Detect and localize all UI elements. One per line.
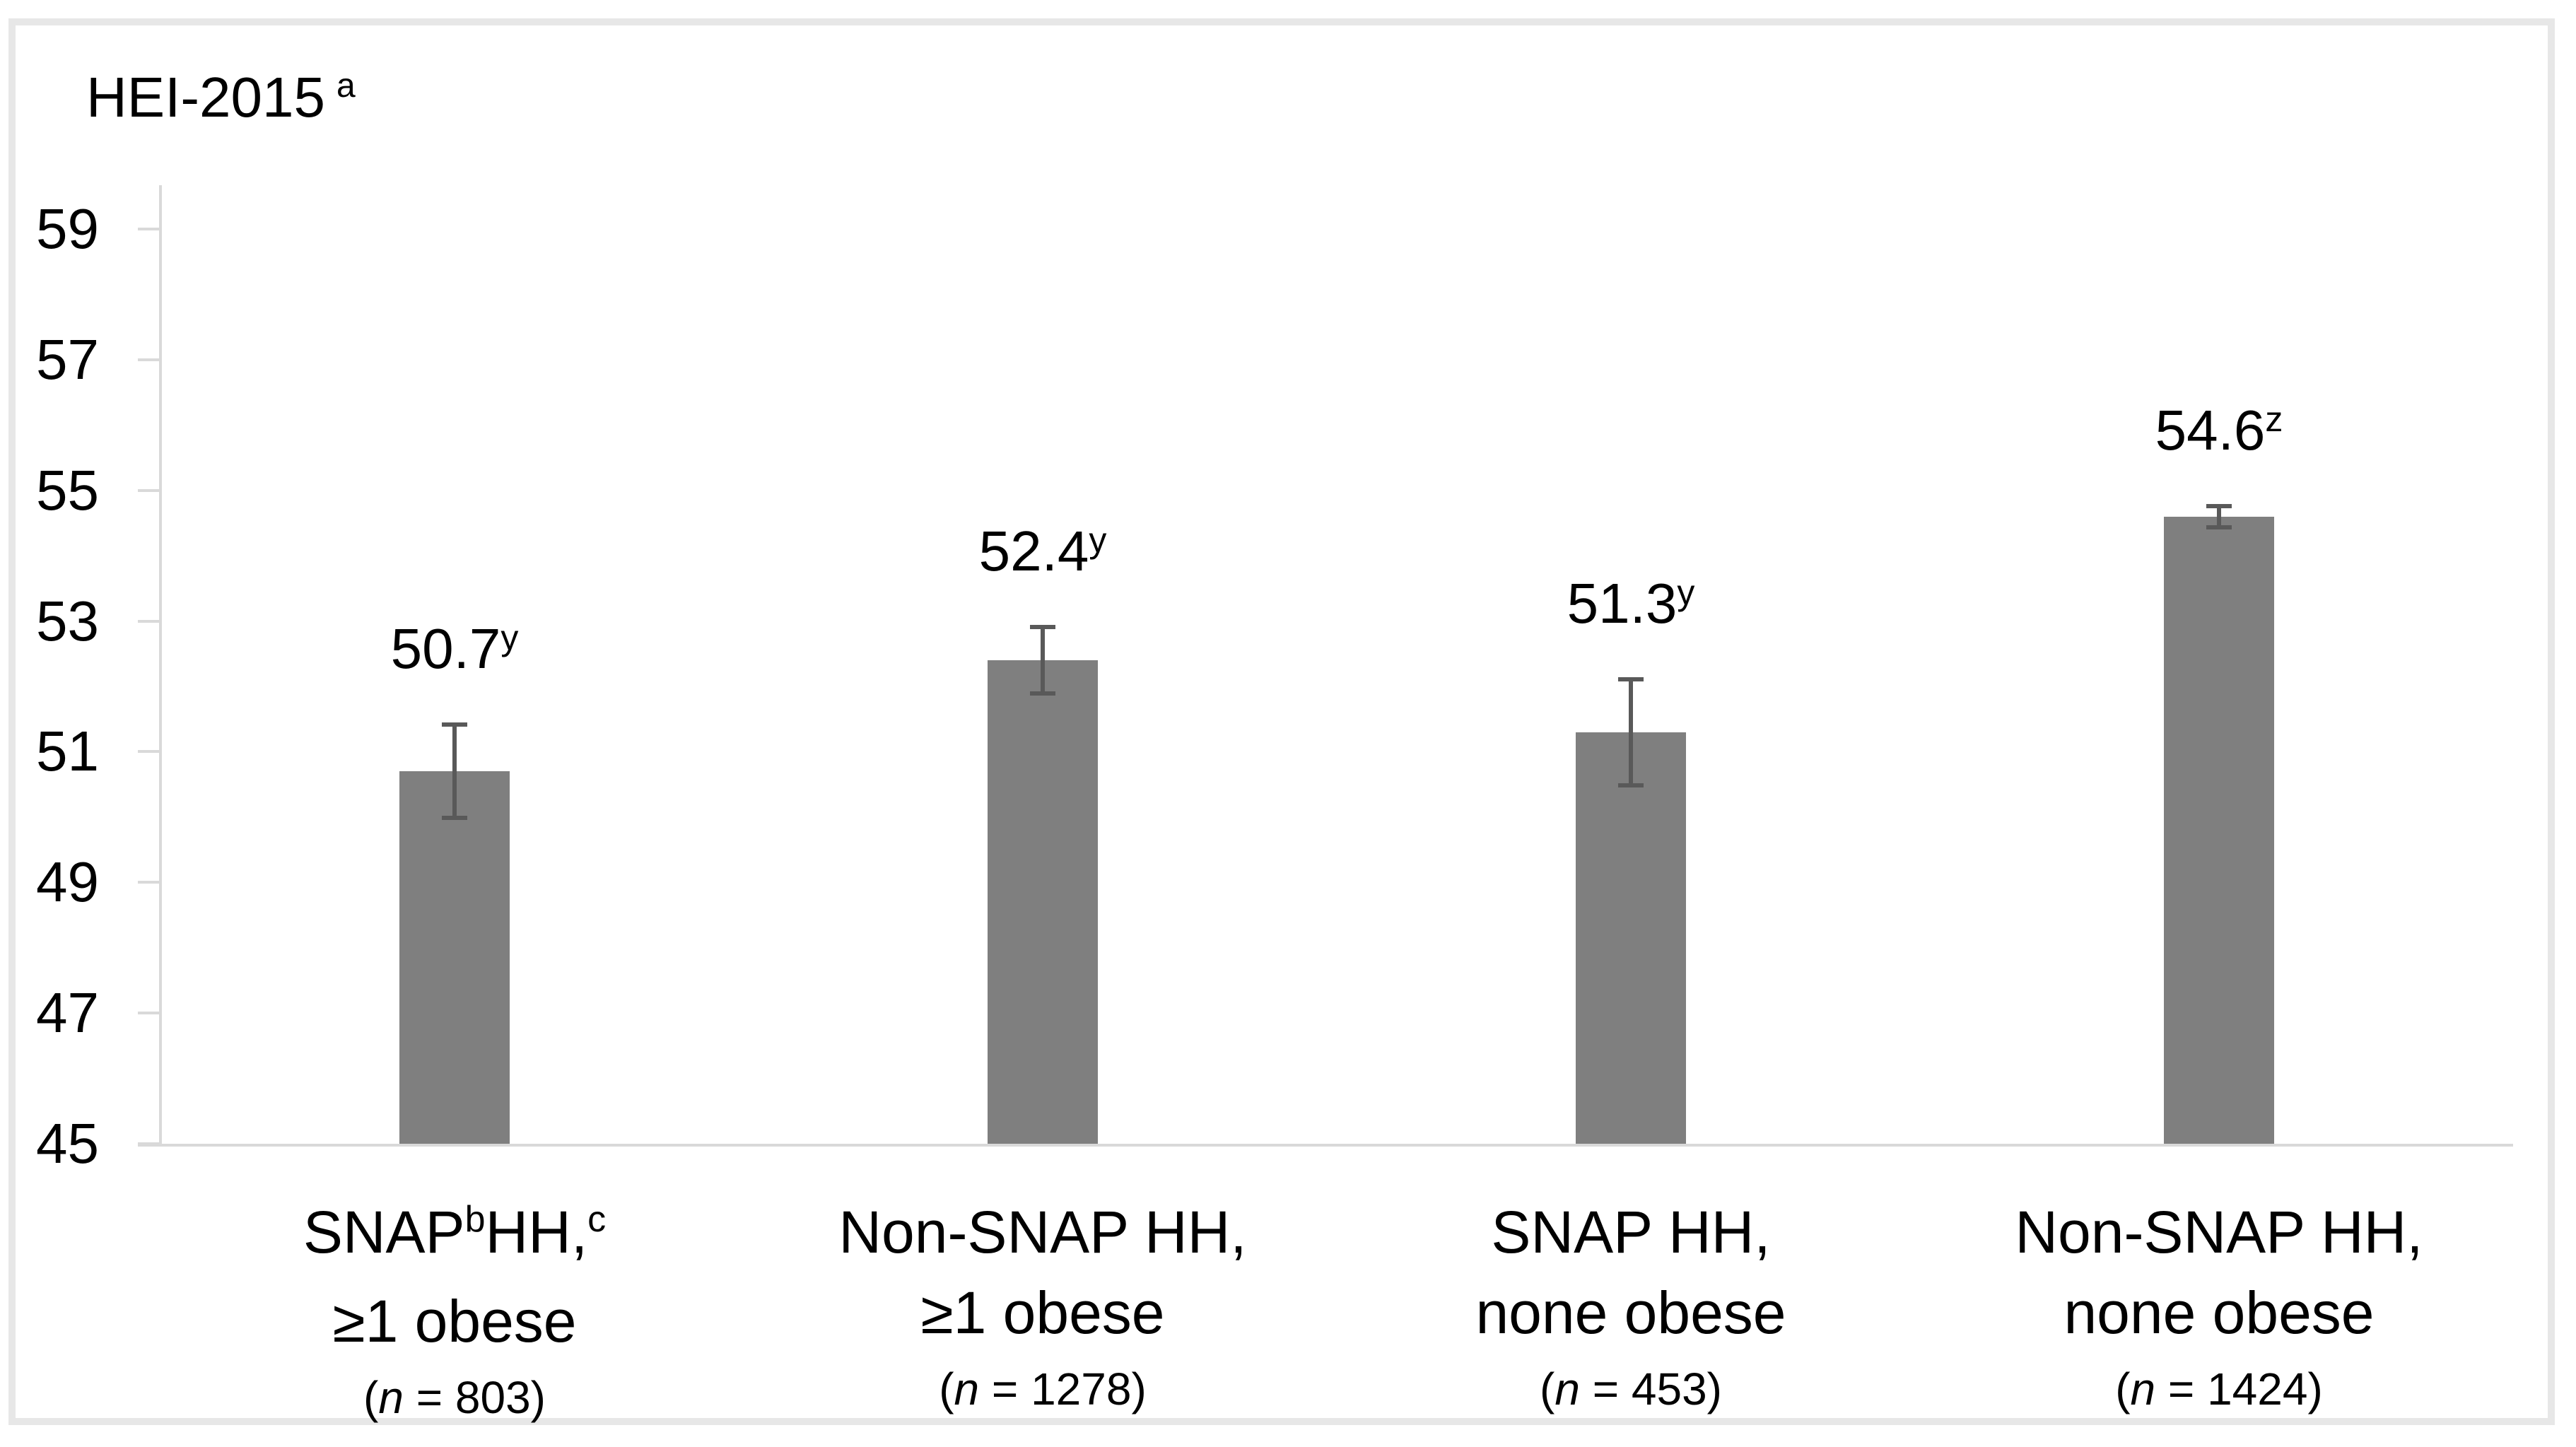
y-tick-label: 57 (36, 327, 99, 391)
y-tick-label: 53 (36, 589, 99, 652)
x-category-line: none obese (1313, 1272, 1949, 1353)
x-category-segment: n (954, 1364, 980, 1414)
y-tick-mark (138, 358, 160, 361)
x-category-n-label: (n = 803) (136, 1361, 773, 1434)
x-category-segment: SNAP (303, 1199, 465, 1265)
x-category-segment: n (378, 1372, 404, 1423)
error-bar-cap-top (2206, 503, 2232, 508)
bar-value-label: 52.4y (831, 519, 1255, 588)
y-tick-mark (138, 227, 160, 230)
error-bar-cap-top (1618, 676, 1644, 681)
x-axis-line (138, 1144, 2513, 1147)
x-category-segment: HH, (485, 1199, 588, 1265)
x-category-segment: n (2130, 1364, 2156, 1414)
x-category-segment: n (1555, 1364, 1580, 1414)
x-category-segment: = 1424) (2155, 1364, 2323, 1414)
x-category-segment: SNAP HH, (1491, 1199, 1771, 1265)
bar (399, 771, 510, 1144)
x-category-n-label: (n = 453) (1313, 1353, 1949, 1425)
x-category-line: Non-SNAP HH, (1901, 1192, 2537, 1272)
bar-value-label: 51.3y (1419, 571, 1843, 640)
y-tick-mark (138, 881, 160, 884)
x-category-superscript: b (464, 1199, 486, 1240)
x-category-segment: ≥1 obese (920, 1279, 1165, 1346)
bar-value-segment: 50.7 (390, 617, 501, 681)
error-bar-cap-top (442, 722, 467, 727)
x-category-line: Non-SNAP HH, (725, 1192, 1361, 1272)
error-bar-line (1629, 679, 1633, 785)
y-tick-label: 55 (36, 458, 99, 522)
x-category-segment: ( (939, 1364, 954, 1414)
x-category-line: ≥1 obese (136, 1281, 773, 1361)
error-bar-line (452, 725, 457, 817)
x-category-segment: ( (363, 1372, 379, 1423)
chart-title-text: HEI-2015 (86, 66, 325, 129)
y-tick-mark (138, 1142, 160, 1145)
y-tick-label: 47 (36, 981, 99, 1045)
y-tick-label: 49 (36, 850, 99, 914)
bar (1576, 732, 1686, 1144)
x-category-label: SNAPbHH,c ≥1 obese (n = 803) (136, 1192, 773, 1434)
y-tick-label: 45 (36, 1112, 99, 1175)
x-category-n-label: (n = 1424) (1901, 1353, 2537, 1425)
y-tick-label: 51 (36, 720, 99, 783)
chart-title: HEI-2015 a (86, 66, 356, 136)
x-category-line: SNAPbHH,c (136, 1192, 773, 1281)
error-bar-cap-bottom (1618, 783, 1644, 787)
x-category-segment: = 803) (403, 1372, 546, 1423)
bar-value-segment: 54.6 (2155, 398, 2266, 462)
error-bar-line (1041, 627, 1045, 693)
x-category-label: SNAP HH, none obese (n = 453) (1313, 1192, 1949, 1425)
chart-title-superscript: a (336, 67, 356, 105)
bar (2164, 516, 2274, 1144)
bar-value-superscript: z (2265, 399, 2283, 439)
x-category-segment: = 453) (1579, 1364, 1722, 1414)
y-axis-line (159, 185, 162, 1144)
x-category-segment: none obese (2063, 1279, 2375, 1346)
x-category-superscript: c (587, 1199, 607, 1240)
bar-value-superscript: y (500, 618, 519, 658)
y-tick-mark (138, 488, 160, 492)
x-category-label: Non-SNAP HH, none obese (n = 1424) (1901, 1192, 2537, 1425)
error-bar-line (2217, 506, 2221, 527)
error-bar-cap-bottom (2206, 525, 2232, 529)
x-category-segment: Non-SNAP HH, (838, 1199, 1247, 1265)
x-category-segment: ( (2115, 1364, 2131, 1414)
bar (988, 660, 1098, 1144)
y-tick-mark (138, 619, 160, 623)
chart-frame-border (8, 18, 2555, 1425)
bar-value-label: 50.7y (242, 617, 667, 686)
x-category-segment: Non-SNAP HH, (2015, 1199, 2423, 1265)
error-bar-cap-top (1030, 624, 1055, 629)
x-category-segment: = 1278) (979, 1364, 1147, 1414)
x-category-line: SNAP HH, (1313, 1192, 1949, 1272)
bar-value-segment: 52.4 (978, 519, 1089, 582)
x-category-line: none obese (1901, 1272, 2537, 1353)
bar-value-superscript: y (1677, 572, 1695, 612)
y-tick-label: 59 (36, 197, 99, 260)
x-category-label: Non-SNAP HH, ≥1 obese (n = 1278) (725, 1192, 1361, 1425)
bar-value-label: 54.6z (2007, 398, 2431, 467)
bar-value-segment: 51.3 (1567, 571, 1678, 635)
error-bar-cap-bottom (442, 815, 467, 820)
y-tick-mark (138, 750, 160, 754)
x-category-line: ≥1 obese (725, 1272, 1361, 1353)
x-category-segment: none obese (1475, 1279, 1786, 1346)
bar-value-superscript: y (1089, 520, 1107, 560)
x-category-segment: ( (1540, 1364, 1555, 1414)
y-tick-mark (138, 1012, 160, 1015)
error-bar-cap-bottom (1030, 691, 1055, 696)
x-category-n-label: (n = 1278) (725, 1353, 1361, 1425)
x-category-segment: ≥1 obese (332, 1288, 577, 1354)
